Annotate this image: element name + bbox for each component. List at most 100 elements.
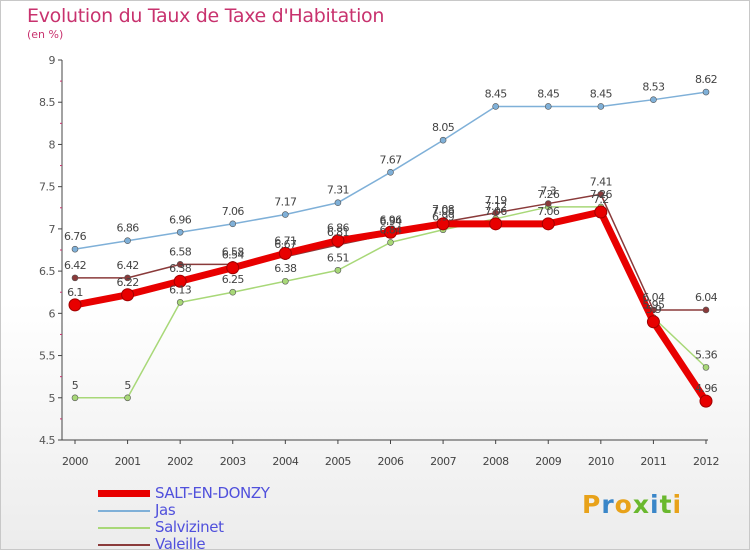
data-label: 7.06 (537, 205, 560, 218)
data-point (176, 228, 184, 236)
data-label: 5 (124, 379, 131, 392)
data-point (176, 261, 184, 268)
data-label: 7.26 (537, 188, 560, 201)
data-label: 6.86 (117, 222, 140, 235)
data-label: 6.25 (222, 273, 245, 286)
data-label: 7.06 (432, 205, 455, 218)
data-point (71, 394, 79, 402)
data-point (124, 274, 131, 282)
data-point (489, 217, 503, 231)
x-tick-label: 2010 (588, 455, 614, 468)
data-label: 6.94 (379, 215, 402, 228)
data-label: 6.42 (117, 259, 139, 272)
data-label: 6.84 (379, 223, 402, 236)
data-label: 6.1 (67, 286, 83, 299)
x-tick-label: 2003 (220, 455, 246, 468)
data-label: 8.45 (537, 87, 560, 100)
data-point (702, 88, 710, 96)
x-tick-label: 2011 (640, 455, 666, 468)
data-point (334, 266, 342, 274)
data-point (282, 277, 289, 285)
data-label: 7.17 (274, 196, 297, 209)
data-label: 6.86 (327, 222, 350, 235)
data-point (71, 274, 79, 282)
x-tick-label: 2002 (167, 455, 193, 468)
data-point (492, 209, 499, 217)
data-label: 7.08 (432, 203, 455, 216)
data-point (387, 239, 394, 246)
x-tick-label: 2012 (693, 455, 719, 468)
data-label: 6.54 (222, 249, 245, 262)
data-label: 6.42 (64, 259, 86, 272)
data-label: 6.04 (695, 291, 718, 304)
data-point (597, 103, 605, 110)
data-label: 7.12 (485, 200, 507, 213)
x-tick-label: 2004 (272, 455, 298, 468)
data-label: 5.95 (642, 299, 665, 312)
y-tick-label: 8.5 (39, 96, 55, 109)
proxiti-logo: Proxiti (582, 490, 682, 519)
data-label: 6.58 (222, 245, 245, 258)
data-point (594, 205, 608, 219)
data-label: 6.04 (642, 291, 665, 304)
data-label: 8.62 (695, 73, 717, 86)
y-tick-label: 5 (49, 392, 56, 405)
data-point (650, 96, 657, 103)
logo-letter: P (582, 490, 602, 519)
data-point (68, 298, 82, 312)
data-point (492, 103, 499, 110)
data-label: 7.19 (485, 194, 508, 207)
data-label: 7.06 (485, 205, 508, 218)
data-point (229, 288, 237, 296)
logo-letter: o (614, 490, 633, 519)
logo-letter: x (632, 490, 650, 519)
data-label: 7.41 (590, 175, 612, 188)
data-point (699, 394, 713, 408)
data-label: 7.2 (593, 193, 609, 206)
data-point (439, 136, 447, 144)
logo-letter: t (659, 490, 673, 519)
data-label: 6.71 (274, 234, 296, 247)
logo-letter: i (672, 490, 683, 519)
data-point (541, 217, 555, 231)
data-label: 4.96 (695, 382, 718, 395)
data-point (282, 211, 289, 218)
data-label: 6.96 (379, 213, 402, 226)
data-label: 6.76 (64, 230, 87, 243)
y-tick-label: 4.5 (39, 434, 55, 447)
data-point (71, 245, 79, 253)
x-tick-label: 2000 (62, 455, 88, 468)
x-tick-label: 2008 (483, 455, 509, 468)
data-label: 8.53 (642, 81, 665, 94)
data-point (436, 217, 450, 231)
data-point (597, 190, 605, 198)
y-tick-label: 7 (49, 223, 56, 236)
legend-swatch (98, 544, 150, 546)
data-label: 6.58 (169, 245, 192, 258)
data-point (278, 246, 292, 260)
data-label: 6.81 (327, 226, 349, 239)
data-label: 5 (72, 379, 79, 392)
data-point (121, 288, 135, 302)
data-label: 6.38 (169, 262, 192, 275)
legend-label: Salvizinet (155, 518, 224, 536)
x-tick-label: 2006 (378, 455, 404, 468)
x-tick-label: 2009 (535, 455, 561, 468)
data-label: 8.45 (590, 87, 613, 100)
data-label: 7.31 (327, 184, 349, 197)
data-label: 6.38 (274, 262, 297, 275)
logo-letter: r (601, 490, 615, 519)
data-point (702, 364, 710, 371)
data-label: 6.96 (169, 213, 192, 226)
y-tick-label: 8 (49, 138, 56, 151)
data-point (702, 306, 710, 314)
legend-label: Jas (155, 501, 176, 519)
data-label: 6.67 (274, 238, 297, 251)
data-point (124, 237, 131, 245)
data-label: 8.05 (432, 121, 455, 134)
data-point (229, 220, 237, 228)
data-point (544, 200, 552, 207)
data-label: 7.3 (540, 185, 556, 198)
